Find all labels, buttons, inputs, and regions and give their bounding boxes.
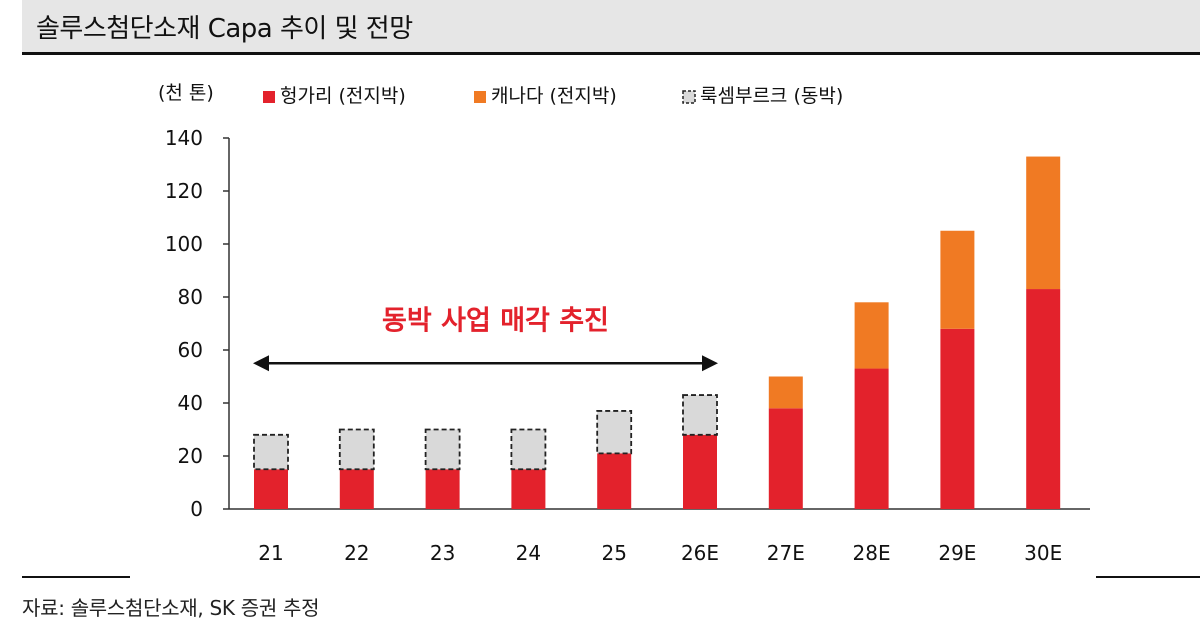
annotation-text: 동박 사업 매각 추진 xyxy=(382,305,609,336)
footer-divider-right xyxy=(1096,576,1200,578)
annotation: 동박 사업 매각 추진 xyxy=(253,305,718,372)
bar-hungary xyxy=(597,453,632,509)
legend-swatch xyxy=(474,91,486,103)
bar-hungary xyxy=(940,328,975,509)
x-tick-label: 25 xyxy=(601,541,626,565)
x-tick-label: 29E xyxy=(938,541,976,565)
x-axis-labels: 21 22 23 24 25 26E 27E 28E 29E 30E xyxy=(258,541,1062,565)
chart-title: 솔루스첨단소재 Capa 추이 및 전망 xyxy=(36,13,413,44)
y-unit-label: (천 톤) xyxy=(158,82,214,104)
bar-hungary xyxy=(1026,289,1061,509)
capa-chart: 헝가리 (전지박) 캐나다 (전지박) 룩셈부르크 (동박) 0 20 40 60 80 10… xyxy=(158,82,1090,565)
bar-hungary xyxy=(768,408,803,509)
bar-luxembourg xyxy=(338,428,375,471)
x-tick-label: 26E xyxy=(681,541,719,565)
y-tick-label: 20 xyxy=(178,444,203,468)
bar-hungary xyxy=(339,469,374,509)
x-tick-label: 21 xyxy=(258,541,283,565)
bar-canada xyxy=(854,302,889,369)
bar-luxembourg xyxy=(424,428,461,471)
y-tick-label: 60 xyxy=(178,338,203,362)
legend: 헝가리 (전지박) 캐나다 (전지박) 룩셈부르크 (동박) xyxy=(263,85,843,107)
y-tick-label: 0 xyxy=(190,497,203,521)
bar-canada xyxy=(1026,156,1061,290)
bar-luxembourg xyxy=(253,433,289,471)
bar-luxembourg xyxy=(510,428,547,471)
x-tick-label: 23 xyxy=(430,541,455,565)
title-bar: 솔루스첨단소재 Capa 추이 및 전망 xyxy=(22,0,1200,52)
bar-luxembourg xyxy=(682,394,718,436)
bar-canada xyxy=(768,376,803,409)
y-tick-label: 140 xyxy=(165,126,203,150)
legend-item-luxembourg: 룩셈부르크 (동박) xyxy=(700,85,843,107)
bar-hungary xyxy=(854,368,889,509)
x-tick-label: 30E xyxy=(1024,541,1062,565)
legend-item-canada: 캐나다 (전지박) xyxy=(491,85,617,107)
bars xyxy=(253,156,1061,509)
y-tick-label: 120 xyxy=(165,179,203,203)
x-tick-label: 27E xyxy=(767,541,805,565)
y-tick-label: 80 xyxy=(178,285,203,309)
bar-hungary xyxy=(683,434,717,509)
bar-canada xyxy=(940,230,975,329)
footer-divider-left xyxy=(22,576,130,578)
bar-hungary xyxy=(425,469,460,509)
legend-swatch xyxy=(682,90,696,104)
source-note: 자료: 솔루스첨단소재, SK 증권 추정 xyxy=(22,596,320,620)
annotation-arrowhead-left xyxy=(253,355,269,372)
annotation-arrowhead-right xyxy=(702,355,718,372)
bar-hungary xyxy=(254,469,288,509)
x-tick-label: 28E xyxy=(853,541,891,565)
legend-swatch xyxy=(263,91,275,103)
bar-luxembourg xyxy=(596,410,633,455)
title-divider xyxy=(22,52,1200,55)
legend-item-hungary: 헝가리 (전지박) xyxy=(280,85,406,107)
x-tick-label: 22 xyxy=(344,541,369,565)
x-tick-label: 24 xyxy=(516,541,541,565)
bar-hungary xyxy=(511,469,546,509)
y-tick-label: 100 xyxy=(165,232,203,256)
y-tick-label: 40 xyxy=(178,391,203,415)
